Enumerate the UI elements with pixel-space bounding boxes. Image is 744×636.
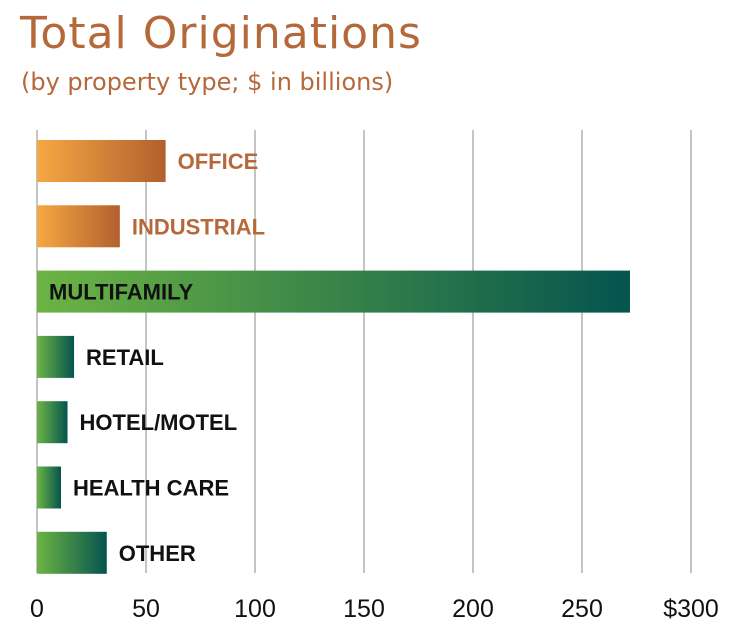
gridlines	[36, 130, 692, 573]
bar-label: OTHER	[119, 541, 196, 566]
bar-label: HOTEL/MOTEL	[80, 410, 238, 435]
bar-office	[37, 140, 166, 182]
bar-label: OFFICE	[178, 149, 259, 174]
x-tick-label: 0	[30, 595, 44, 623]
x-axis-ticks: 0 50 100 150 200 250 $300	[30, 595, 719, 623]
chart-title: Total Originations	[20, 8, 422, 59]
bar-label: HEALTH CARE	[73, 476, 229, 501]
x-tick-label: 150	[343, 595, 385, 623]
x-tick-label: 50	[132, 595, 160, 623]
bars	[37, 140, 630, 574]
x-tick-label: 200	[452, 595, 494, 623]
bar-label: INDUSTRIAL	[132, 214, 265, 239]
bar-label: MULTIFAMILY	[49, 280, 194, 305]
x-tick-label: $300	[663, 595, 719, 623]
bar-hotel-motel	[37, 401, 68, 444]
x-tick-label: 100	[234, 595, 276, 623]
bar-multifamily	[37, 270, 630, 313]
bar-label: RETAIL	[86, 345, 164, 370]
bar-other	[37, 531, 107, 574]
chart-subtitle: (by property type; $ in billions)	[21, 68, 394, 96]
bar-industrial	[37, 205, 120, 248]
bar-retail	[37, 335, 75, 378]
bar-health-care	[37, 466, 61, 509]
bar-labels: OFFICE INDUSTRIAL MULTIFAMILY RETAIL HOTEL/M…	[49, 149, 265, 566]
x-tick-label: 250	[561, 595, 603, 623]
